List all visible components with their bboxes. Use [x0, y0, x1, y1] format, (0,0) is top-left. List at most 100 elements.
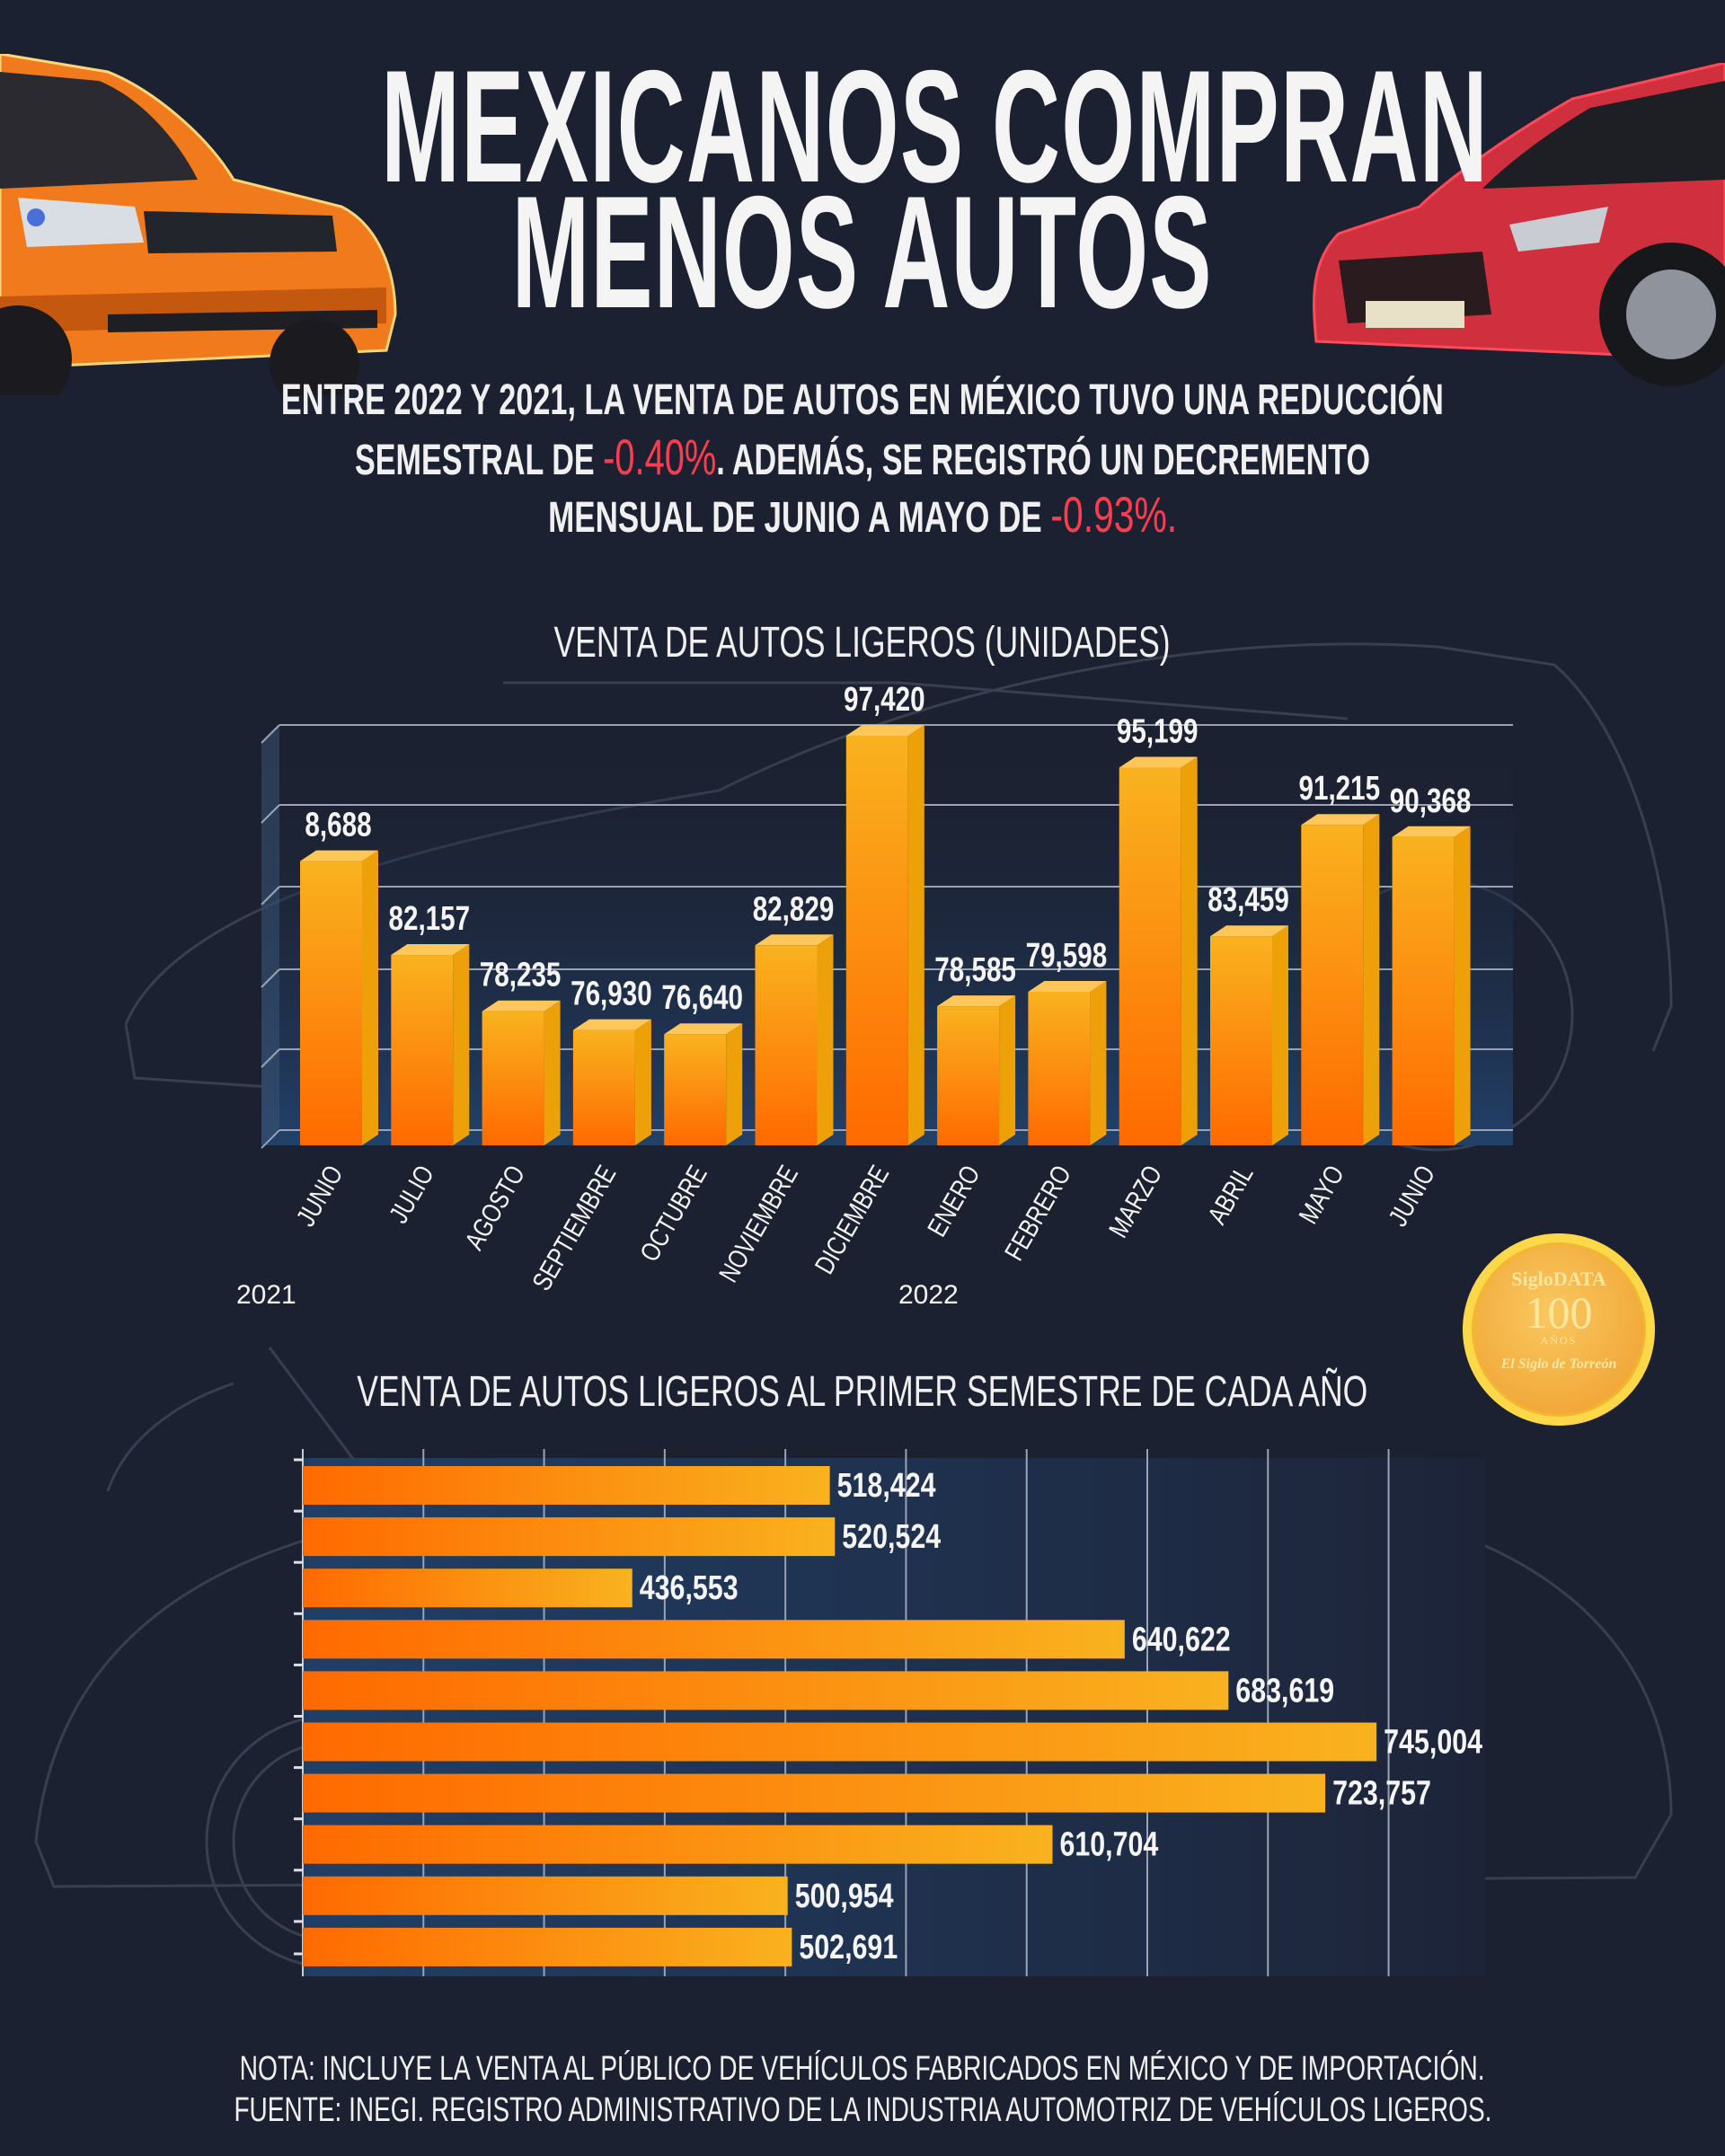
semester-bar — [303, 1620, 1125, 1659]
bar-side — [1181, 756, 1198, 1145]
semester-value-label: 610,704 — [1059, 1826, 1158, 1864]
chart1-gridline-depth — [261, 1129, 280, 1149]
summary-text-1: ENTRE 2022 Y 2021, LA VENTA DE AUTOS EN … — [281, 376, 1444, 424]
title-line-2: MENOS AUTOS — [511, 163, 1213, 341]
semester-bar — [303, 1466, 830, 1505]
bar-top — [755, 934, 834, 946]
page-title-line-2-row: MENOS AUTOS — [0, 172, 1725, 332]
bar-value-label: 8,688 — [305, 806, 371, 844]
siglodata-100-badge: SigloDATA 100 AÑOS El Siglo de Torreón — [1463, 1233, 1655, 1426]
summary-text-2: SEMESTRAL DE -0.40%. ADEMÁS, SE REGISTRÓ… — [355, 428, 1370, 486]
year-label-2021: 2021 — [236, 1280, 296, 1310]
bar-value-label: 82,829 — [753, 890, 835, 928]
bar-julio — [391, 955, 454, 1145]
bar-value-label: 79,598 — [1026, 936, 1108, 974]
semester-value-label: 640,622 — [1132, 1621, 1231, 1658]
chart1-gridline-depth — [261, 1048, 280, 1068]
semester-bar — [303, 1722, 1377, 1762]
bar-top — [937, 995, 1016, 1007]
summary-line-3: MENSUAL DE JUNIO A MAYO DE -0.93%. — [0, 485, 1725, 543]
footer-note-row: NOTA: INCLUYE LA VENTA AL PÚBLICO DE VEH… — [0, 2050, 1725, 2089]
badge-number: 100 — [1525, 1287, 1593, 1338]
bar-value-label: 90,368 — [1390, 782, 1472, 819]
bar-top — [845, 725, 924, 736]
semester-bar — [303, 1927, 792, 1966]
semester-value-label: 518,424 — [837, 1467, 936, 1505]
footer-source: FUENTE: INEGI. REGISTRO ADMINISTRATIVO D… — [233, 2091, 1491, 2129]
bar-value-label: 76,930 — [571, 975, 652, 1012]
monthly-sales-bar-chart: 8,688JUNIO82,157JULIO78,235AGOSTO76,930S… — [236, 681, 1513, 1310]
bar-side — [817, 934, 834, 1145]
chart1-gridline-depth — [261, 968, 280, 988]
bar-side — [453, 944, 470, 1145]
chart1-gridline-depth — [261, 724, 280, 744]
bar-side — [1454, 826, 1471, 1145]
semester-value-label: 436,553 — [640, 1569, 739, 1607]
semester-bar — [303, 1671, 1229, 1710]
bar-side — [726, 1023, 743, 1145]
semester-change-highlight: -0.40% — [603, 429, 717, 485]
bar-marzo — [1119, 767, 1181, 1145]
page-title: MEXICANOS COMPRAN — [0, 47, 1725, 207]
bar-top — [572, 1019, 651, 1030]
bar-side — [634, 1019, 651, 1145]
chart1-title: VENTA DE AUTOS LIGEROS (UNIDADES) — [554, 619, 1171, 667]
bar-side — [1363, 814, 1380, 1145]
bar-top — [1301, 814, 1380, 826]
bar-top — [1028, 980, 1107, 992]
bar-side — [544, 1000, 561, 1145]
bar-agosto — [482, 1011, 544, 1145]
semester-value-label: 520,524 — [842, 1518, 941, 1556]
bar-side — [1090, 980, 1107, 1145]
bar-value-label: 82,157 — [388, 900, 470, 938]
bar-top — [664, 1023, 743, 1035]
chart1-side-wall — [261, 725, 279, 1145]
chart1-title-row: VENTA DE AUTOS LIGEROS (UNIDADES) — [0, 618, 1725, 667]
badge-years: AÑOS — [1540, 1334, 1578, 1347]
summary-text-3: MENSUAL DE JUNIO A MAYO DE -0.93%. — [548, 485, 1177, 543]
bar-junio — [1392, 836, 1455, 1145]
bar-diciembre — [845, 736, 908, 1145]
semester-bar — [303, 1825, 1053, 1864]
bar-side — [907, 725, 924, 1145]
chart2-title-row: VENTA DE AUTOS LIGEROS AL PRIMER SEMESTR… — [0, 1367, 1725, 1417]
bar-top — [300, 850, 378, 862]
bar-top — [1392, 826, 1471, 837]
title-line-1: MEXICANOS COMPRAN — [381, 37, 1490, 216]
bar-enero — [937, 1006, 1000, 1145]
summary-line-1: ENTRE 2022 Y 2021, LA VENTA DE AUTOS EN … — [0, 376, 1725, 425]
orange-car-illustration — [0, 54, 397, 395]
semester-bar — [303, 1773, 1326, 1813]
monthly-change-highlight: -0.93%. — [1050, 486, 1177, 543]
chart1-gridline-depth — [261, 886, 280, 906]
bar-top — [482, 1000, 561, 1012]
bar-value-label: 95,199 — [1117, 712, 1199, 750]
bar-value-label: 76,640 — [661, 979, 743, 1017]
bar-value-label: 97,420 — [844, 681, 925, 719]
semester-bar — [303, 1517, 836, 1557]
bar-side — [362, 850, 378, 1145]
bar-value-label: 91,215 — [1298, 770, 1380, 808]
bar-top — [391, 944, 470, 956]
bar-septiembre — [572, 1029, 635, 1145]
bar-mayo — [1301, 825, 1364, 1145]
footer-note: NOTA: INCLUYE LA VENTA AL PÚBLICO DE VEH… — [239, 2050, 1485, 2088]
bar-abril — [1210, 936, 1272, 1145]
bar-value-label: 78,235 — [480, 956, 562, 994]
bar-value-label: 78,585 — [934, 951, 1016, 989]
summary-line-2: SEMESTRAL DE -0.40%. ADEMÁS, SE REGISTRÓ… — [0, 428, 1725, 486]
bar-top — [1210, 925, 1288, 937]
semester-value-label: 745,004 — [1384, 1723, 1482, 1761]
chart1-gridline-depth — [261, 804, 280, 824]
bar-side — [999, 995, 1016, 1145]
summary-text: MENSUAL DE JUNIO A MAYO DE — [547, 494, 1051, 542]
bar-febrero — [1028, 991, 1091, 1145]
bar-side — [1272, 925, 1288, 1145]
bar-value-label: 83,459 — [1208, 881, 1289, 919]
semester-bar — [303, 1876, 788, 1915]
semester-bar — [303, 1568, 632, 1608]
badge-publisher: El Siglo de Torreón — [1500, 1356, 1617, 1372]
semester-value-label: 500,954 — [795, 1878, 894, 1915]
bar-octubre — [664, 1034, 727, 1145]
